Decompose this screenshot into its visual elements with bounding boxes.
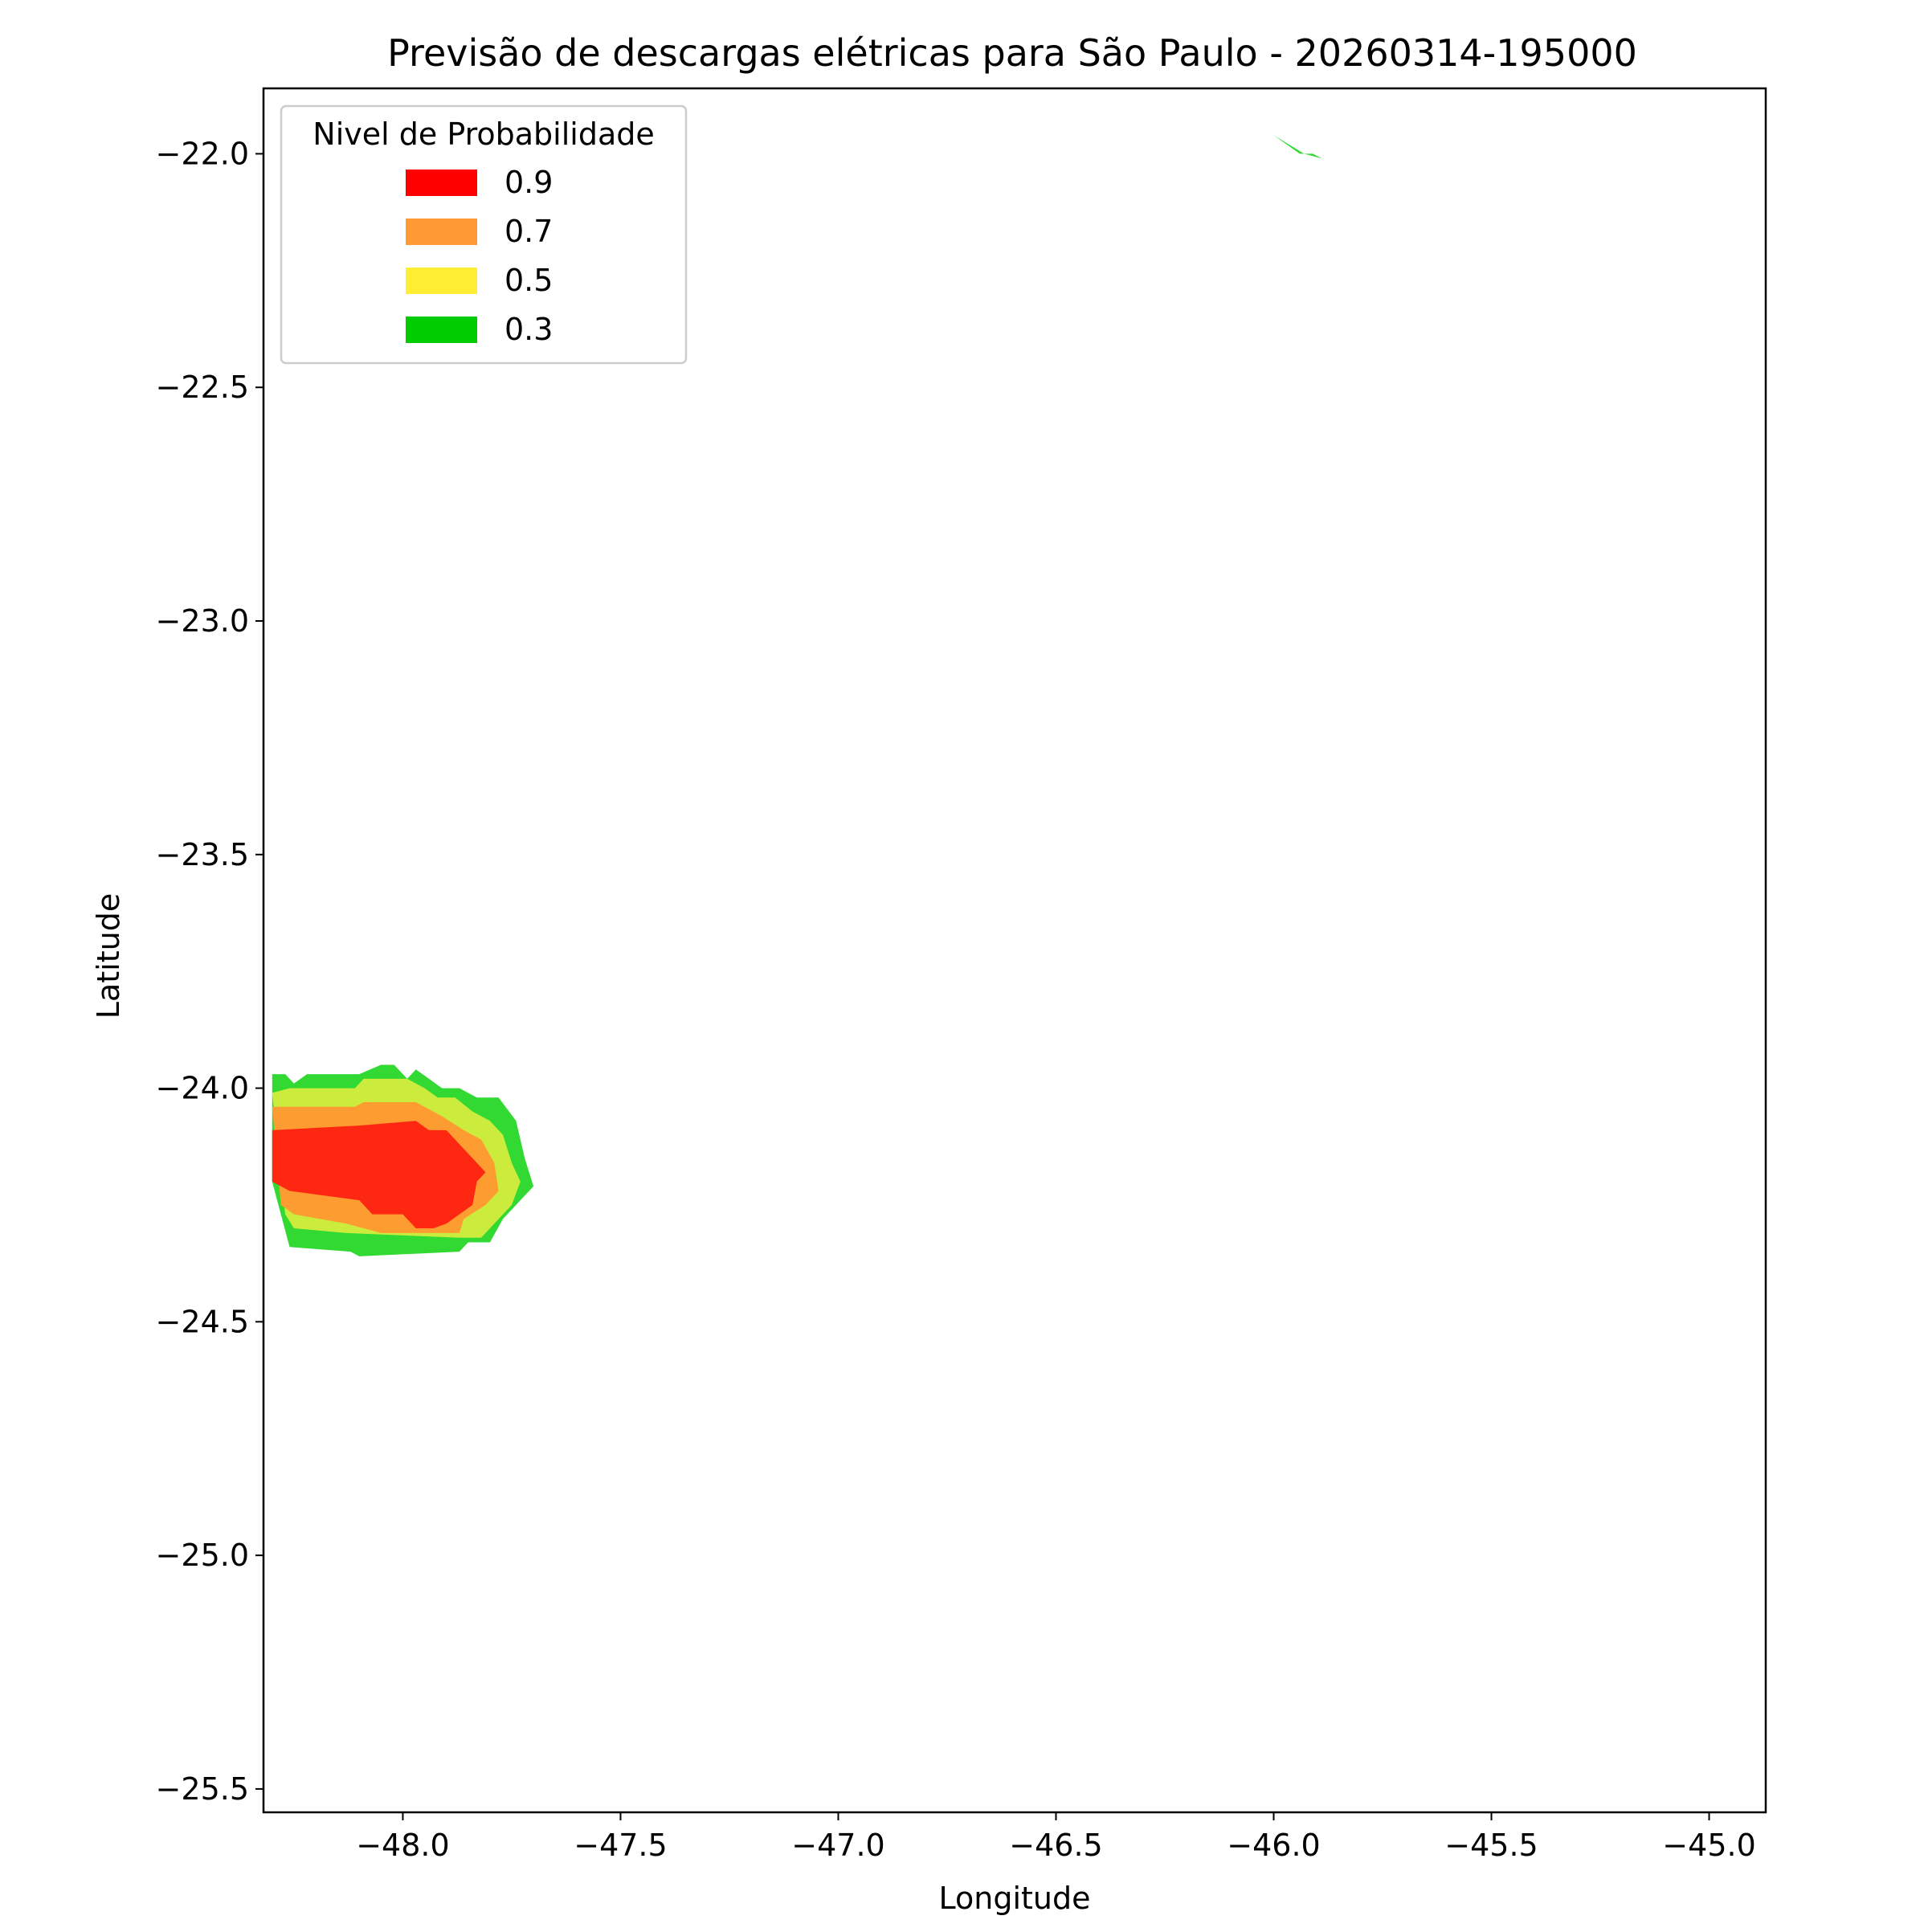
x-tick-label: −46.0 bbox=[1227, 1828, 1320, 1863]
legend-swatch bbox=[406, 317, 477, 343]
contour-0-9-region-4 bbox=[272, 1121, 486, 1228]
x-tick-label: −47.0 bbox=[791, 1828, 884, 1863]
legend-label: 0.7 bbox=[504, 214, 553, 249]
chart-title: Previsão de descargas elétricas para São… bbox=[387, 31, 1637, 75]
x-tick-label: −48.0 bbox=[356, 1828, 449, 1863]
contour-layer bbox=[272, 135, 1339, 1256]
plot-frame bbox=[262, 87, 1767, 1814]
legend-label: 0.9 bbox=[504, 165, 553, 200]
legend-box bbox=[280, 104, 688, 365]
legend-label: 0.3 bbox=[504, 312, 553, 347]
x-tick-label: −46.5 bbox=[1009, 1828, 1102, 1863]
x-tick-label: −45.0 bbox=[1662, 1828, 1755, 1863]
y-tick-label: −22.5 bbox=[156, 370, 249, 405]
y-axis: −22.0 −22.5 −23.0 −23.5 −24.0 −24.5 −25.0 −25.5 bbox=[156, 136, 263, 1807]
y-tick-label: −24.5 bbox=[156, 1304, 249, 1339]
y-tick-label: −23.0 bbox=[156, 603, 249, 639]
legend-swatch bbox=[406, 219, 477, 245]
x-tick-label: −45.5 bbox=[1444, 1828, 1538, 1863]
y-tick-label: −25.5 bbox=[156, 1771, 249, 1807]
x-axis: −48.0 −47.5 −47.0 −46.5 −46.0 −45.5 −45.0 bbox=[356, 1812, 1756, 1863]
y-tick-label: −23.5 bbox=[156, 837, 249, 872]
x-axis-label: Longitude bbox=[939, 1881, 1091, 1916]
x-tick-label: −47.5 bbox=[574, 1828, 667, 1863]
legend-swatch bbox=[406, 170, 477, 196]
legend-title: Nivel de Probabilidade bbox=[312, 116, 654, 152]
y-tick-label: −22.0 bbox=[156, 136, 249, 171]
legend-label: 0.5 bbox=[504, 263, 553, 298]
y-tick-label: −25.0 bbox=[156, 1538, 249, 1573]
legend: Nivel de Probabilidade 0.9 0.7 0.5 0.3 bbox=[280, 104, 688, 365]
y-tick-label: −24.0 bbox=[156, 1071, 249, 1106]
y-axis-label: Latitude bbox=[91, 893, 126, 1019]
legend-entries: 0.9 0.7 0.5 0.3 bbox=[406, 165, 553, 347]
legend-swatch bbox=[406, 268, 477, 294]
